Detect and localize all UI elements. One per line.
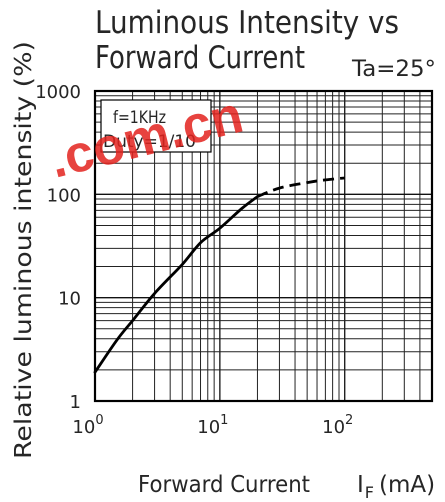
note-frequency: f=1KHz: [113, 108, 166, 128]
x-axis-unit-subscript: F: [365, 483, 374, 502]
y-axis-label: Relative luminous intensity (%): [11, 41, 37, 459]
x-tick-label: 100: [72, 413, 103, 438]
y-tick-label: 10: [58, 289, 81, 310]
x-tick-label-base: 10: [322, 417, 345, 438]
note-box-border: [100, 99, 212, 153]
series-curve-dashed: [256, 176, 345, 198]
y-tick-labels: 1 10 100 1000: [35, 82, 81, 413]
y-tick-label: 1: [70, 392, 81, 413]
x-axis-unit-text: (mA): [379, 472, 435, 498]
x-tick-label-exponent: 2: [345, 413, 353, 428]
x-tick-labels: 100 101 102: [72, 413, 353, 438]
x-axis-unit: IF (mA): [357, 472, 435, 502]
x-tick-label-base: 10: [197, 417, 220, 438]
x-tick-label-exponent: 1: [220, 413, 228, 428]
temperature-annotation: Ta=25°: [351, 57, 436, 82]
plot-series: [93, 176, 345, 374]
x-axis-unit-symbol: I: [357, 472, 364, 498]
y-tick-label: 1000: [35, 82, 81, 103]
series-curve-solid: [93, 195, 259, 374]
condition-note-box: f=1KHz Duty=1/10: [100, 99, 212, 153]
plot-frame: [93, 89, 434, 403]
x-tick-label-exponent: 0: [95, 413, 103, 428]
x-tick-label: 102: [322, 413, 353, 438]
x-tick-label-base: 10: [72, 417, 95, 438]
x-tick-label: 101: [197, 413, 228, 438]
chart-title-line-1: Luminous Intensity vs: [95, 5, 399, 41]
chart-title-line-2: Forward Current: [95, 40, 305, 76]
y-tick-label: 100: [47, 185, 81, 206]
x-axis-label: Forward Current: [138, 472, 310, 498]
note-duty-cycle: Duty=1/10: [103, 132, 196, 152]
